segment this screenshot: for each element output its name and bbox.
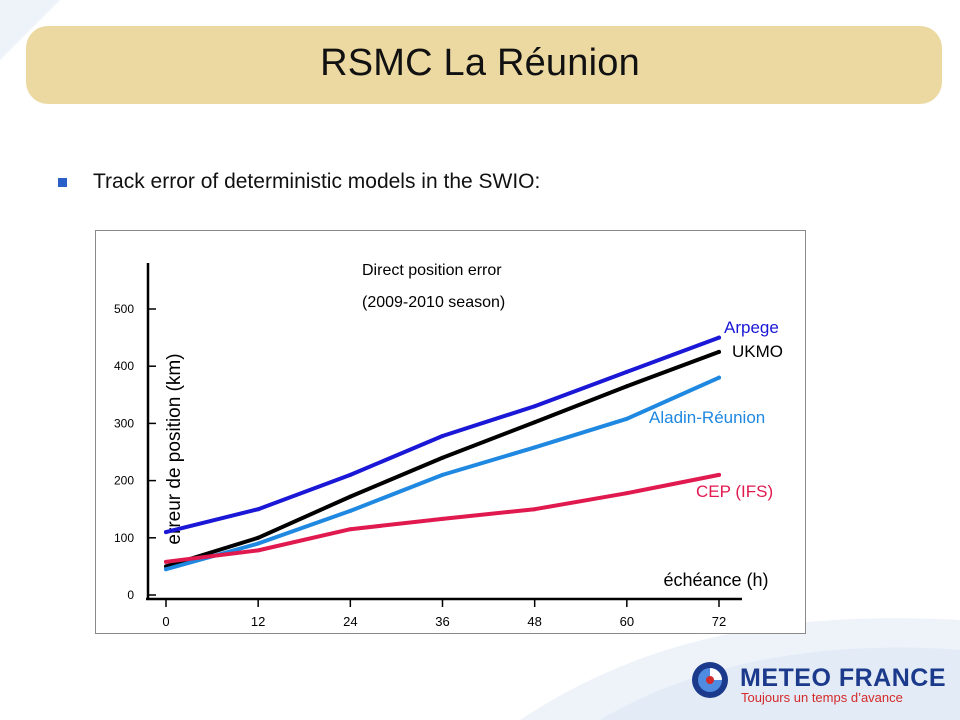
data-point-aladin-r-union (348, 508, 353, 513)
data-point-arpege (256, 507, 261, 512)
title-bar (26, 26, 942, 104)
data-point-aladin-r-union (256, 541, 261, 546)
y-tick-label: 100 (114, 531, 134, 545)
data-point-cep-ifs (532, 507, 537, 512)
y-tick-label: 0 (127, 588, 134, 602)
x-tick-label: 60 (620, 614, 634, 629)
series-label-ukmo: UKMO (732, 342, 783, 361)
chart-annotation-line-2: (2009-2010 season) (362, 294, 505, 311)
x-tick-label: 36 (435, 614, 449, 629)
chart-annotation-line-1: Direct position error (362, 262, 502, 279)
data-point-aladin-r-union (717, 375, 721, 380)
data-point-ukmo (624, 384, 629, 389)
meteo-france-logo-icon (692, 662, 728, 698)
x-tick-label: 24 (343, 614, 357, 629)
data-point-aladin-r-union (532, 445, 537, 450)
data-point-ukmo (717, 349, 721, 354)
data-point-cep-ifs (256, 548, 261, 553)
data-point-arpege (348, 472, 353, 477)
brand-name: METEO FRANCE (740, 664, 946, 692)
chart-frame: 0 100 200 300 400 500 0 12 24 36 48 60 72 erreur de p… (95, 230, 806, 634)
data-point-cep-ifs (164, 559, 168, 564)
bullet-marker-icon (58, 177, 67, 187)
data-point-arpege (717, 335, 721, 340)
data-point-cep-ifs (440, 516, 445, 521)
data-point-ukmo (440, 455, 445, 460)
data-point-cep-ifs (717, 472, 721, 477)
bullet-text: Track error of deterministic models in t… (93, 170, 541, 193)
series-label-cep-ifs: CEP (IFS) (696, 482, 773, 501)
data-point-ukmo (256, 535, 261, 540)
track-error-chart: 0 100 200 300 400 500 0 12 24 36 48 60 72 erreur de p… (114, 262, 783, 629)
y-tick-label: 500 (114, 302, 134, 316)
data-point-arpege (532, 404, 537, 409)
data-point-ukmo (348, 494, 353, 499)
series-label-arpege: Arpege (724, 318, 779, 337)
data-point-cep-ifs (624, 491, 629, 496)
x-axis-label: échéance (h) (663, 570, 768, 590)
brand-tagline: Toujours un temps d’avance (741, 690, 903, 705)
data-point-arpege (624, 369, 629, 374)
series-label-aladin-r-union: Aladin-Réunion (649, 408, 765, 427)
x-tick-label: 48 (527, 614, 541, 629)
y-tick-label: 300 (114, 416, 134, 430)
bullet-item: Track error of deterministic models in t… (58, 170, 540, 194)
x-tick-label: 72 (712, 614, 726, 629)
data-point-aladin-r-union (440, 472, 445, 477)
data-point-arpege (164, 530, 168, 535)
y-tick-label: 400 (114, 359, 134, 373)
y-tick-label: 200 (114, 474, 134, 488)
data-point-ukmo (532, 420, 537, 425)
data-point-aladin-r-union (624, 416, 629, 421)
data-point-cep-ifs (348, 527, 353, 532)
x-tick-label: 12 (251, 614, 265, 629)
y-axis-label: erreur de position (km) (164, 353, 185, 544)
slide-title: RSMC La Réunion (320, 42, 640, 84)
data-point-arpege (440, 433, 445, 438)
x-tick-label: 0 (162, 614, 169, 629)
data-point-aladin-r-union (164, 567, 168, 572)
